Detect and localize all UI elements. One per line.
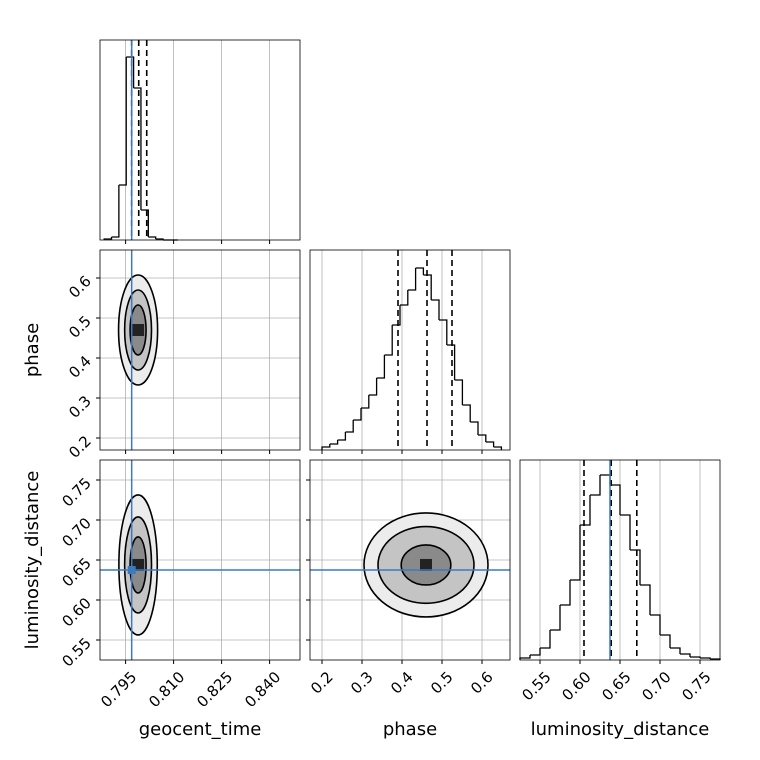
hist-bin <box>111 185 120 238</box>
hist-bin <box>133 87 142 210</box>
y-tick-label: 0.60 <box>58 594 94 630</box>
hist-bin <box>439 319 448 345</box>
hist-bin <box>485 441 495 447</box>
x-tick-label: 0.825 <box>193 668 236 711</box>
hist-bin <box>519 655 531 660</box>
y-tick-label: 0.6 <box>65 272 95 302</box>
x-axis-label: phase <box>383 719 437 740</box>
hist-bin <box>126 56 135 88</box>
hist-bin <box>337 432 347 441</box>
hist-bin <box>478 434 487 442</box>
hist-bin <box>670 647 681 654</box>
hist-bin <box>140 209 149 237</box>
y-tick-label: 0.65 <box>58 554 94 590</box>
x-tick-label: 0.4 <box>387 668 417 698</box>
y-tick-label: 0.3 <box>65 392 95 422</box>
hist-bin <box>431 299 440 320</box>
hist-bin <box>353 408 362 421</box>
hist-bin <box>321 444 331 450</box>
hist-bin <box>454 379 464 405</box>
hist-bin <box>103 237 113 240</box>
hist-bin <box>423 274 432 300</box>
x-tick-label: 0.6 <box>467 668 497 698</box>
hist-bin <box>550 605 561 631</box>
hist-bin <box>680 653 691 657</box>
x-tick-label: 0.65 <box>598 668 634 704</box>
hist-bin <box>700 657 711 659</box>
density-core <box>420 558 432 571</box>
hist-bin <box>118 57 127 186</box>
hist-bin <box>660 634 671 648</box>
x-tick-label: 0.810 <box>145 668 188 711</box>
y-tick-label: 0.5 <box>65 312 95 342</box>
panel-frame <box>99 39 301 241</box>
y-axis-label: phase <box>22 323 43 377</box>
y-tick-label: 0.70 <box>58 514 94 550</box>
y-tick-label: 0.55 <box>58 634 94 670</box>
hist-bin <box>446 344 456 380</box>
hist-bin <box>368 378 378 396</box>
hist-bin <box>640 584 651 615</box>
hist-bin <box>690 656 701 658</box>
x-tick-label: 0.75 <box>678 668 714 704</box>
hist-bin <box>590 475 601 496</box>
hist-bin <box>384 325 393 356</box>
hist-bin <box>610 484 621 515</box>
x-axis-label: luminosity_distance <box>531 719 710 740</box>
x-tick-label: 0.3 <box>347 668 377 698</box>
hist-bin <box>530 648 541 656</box>
x-tick-label: 0.795 <box>97 668 140 711</box>
hist-bin <box>650 614 661 635</box>
x-tick-label: 0.60 <box>558 668 594 704</box>
hist-bin <box>392 305 401 326</box>
hist-bin <box>470 421 479 435</box>
hist-bin <box>148 236 157 239</box>
hist-bin <box>600 474 611 485</box>
hist-bin <box>407 268 417 291</box>
x-tick-label: 0.70 <box>638 668 674 704</box>
hist-bin <box>400 290 409 306</box>
hist-bin <box>580 495 591 526</box>
y-tick-label: 0.2 <box>65 432 95 462</box>
hist-bin <box>540 630 551 649</box>
hist-bin <box>345 420 354 433</box>
panel-frame <box>99 459 301 661</box>
hist-bin <box>570 525 581 581</box>
hist-bin <box>493 446 503 450</box>
y-tick-label: 0.4 <box>65 352 95 382</box>
density-core <box>132 324 145 336</box>
panel-frame <box>99 249 301 451</box>
hist-bin <box>376 355 386 379</box>
hist-bin <box>560 580 571 606</box>
hist-bin <box>361 395 370 409</box>
hist-bin <box>462 404 471 422</box>
x-tick-label: 0.840 <box>241 668 284 711</box>
y-tick-label: 0.75 <box>58 474 94 510</box>
hist-bin <box>620 514 631 550</box>
hist-bin <box>329 440 339 445</box>
y-axis-label: luminosity_distance <box>22 471 43 650</box>
hist-bin <box>630 549 641 585</box>
x-tick-label: 0.2 <box>307 668 337 698</box>
x-tick-label: 0.5 <box>427 668 457 698</box>
panel-frame <box>519 459 721 661</box>
x-axis-label: geocent_time <box>139 719 262 740</box>
x-tick-label: 0.55 <box>518 668 554 704</box>
panel-frame <box>309 249 511 451</box>
panel-frame <box>309 459 511 661</box>
hist-bin <box>415 267 425 275</box>
truth-point <box>127 566 136 574</box>
